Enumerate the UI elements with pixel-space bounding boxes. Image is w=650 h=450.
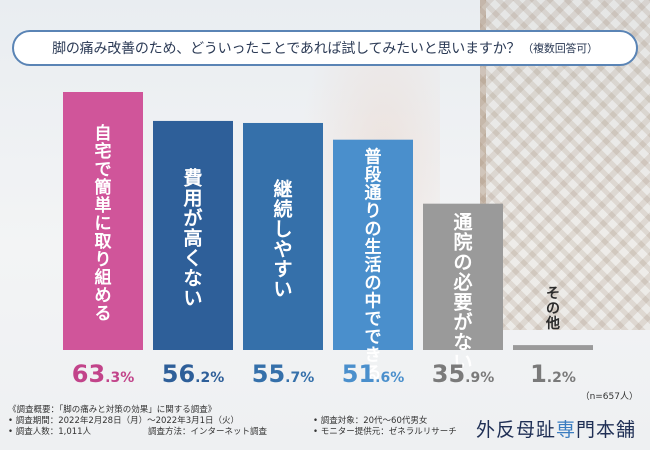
chart-title-sub: （複数回答可） [522,42,598,55]
survey-footer: 《調査概要：「脚の痛みと対策の効果」に関する調査》 • 調査期間：2022年2月… [8,405,498,438]
survey-provider: • モニター提供元：ゼネラルリサーチ [313,427,457,437]
survey-period: • 調査期間：2022年2月28日（月）～2022年3月1日（火） [8,416,240,426]
bar-4 [333,139,413,350]
bar-2 [153,120,233,350]
sample-size-note: （n=657人） [580,392,638,402]
survey-heading: 《調査概要：「脚の痛みと対策の効果」に関する調査》 [8,405,217,415]
category-label-2: 費用が高くない [183,166,202,309]
bar-6 [513,345,593,350]
value-label-4: 51.6% [342,360,405,388]
category-label-5: 通院の必要がない [452,212,473,374]
category-label-1: 自宅で簡単に取り組める [94,123,112,324]
value-label-3: 55.7% [252,360,315,388]
bar-1 [63,92,143,350]
value-label-2: 56.2% [162,360,225,388]
category-label-6: その他 [545,286,560,332]
bar-5 [423,203,503,350]
survey-method: 調査方法：インターネット調査 [148,427,268,437]
chart-title-main: 脚の痛み改善のため、どういったことであれば試してみたいと思いますか？ [52,41,521,57]
value-label-5: 35.9% [432,360,495,388]
value-label-6: 1.2% [530,360,576,388]
survey-people: • 調査人数：1,011人 [8,427,92,437]
value-label-1: 63.3% [72,360,135,388]
chart-title: 脚の痛み改善のため、どういったことであれば試してみたいと思いますか？ （複数回答… [12,30,638,66]
brand-logo: 外反母趾専門本舗 [475,419,636,441]
category-label-4: 普段通りの生活の中でできる [365,147,382,384]
bar-3 [243,122,323,350]
survey-target: • 調査対象：20代～60代男女 [313,416,428,426]
category-label-3: 継続しやすい [273,177,292,300]
